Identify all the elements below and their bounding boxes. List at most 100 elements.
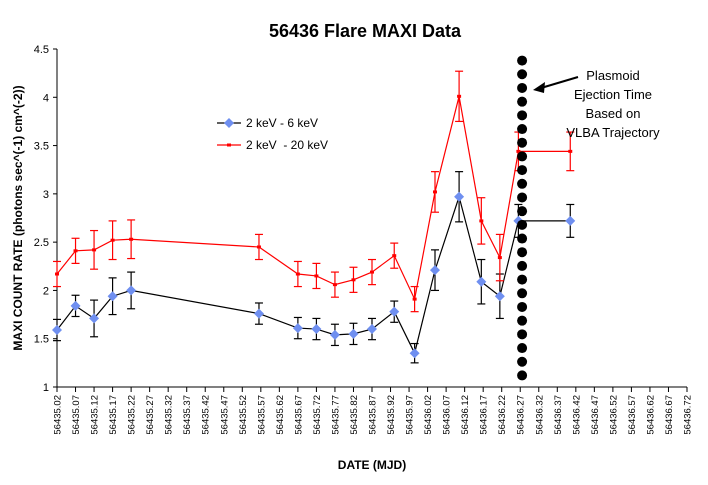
- x-tick-label: 56436.62: [645, 395, 656, 435]
- marker-dot: [517, 55, 528, 66]
- x-tick-label: 56436.22: [497, 395, 508, 435]
- data-point: [332, 283, 337, 287]
- marker-dot: [517, 165, 528, 176]
- data-point: [433, 190, 437, 194]
- marker-dot: [517, 329, 528, 340]
- marker-dot: [517, 178, 528, 189]
- series-1: [53, 70, 575, 313]
- x-tick-label: 56435.87: [368, 395, 379, 435]
- marker-dot: [517, 69, 528, 80]
- data-point: [351, 278, 356, 282]
- data-point: [516, 149, 521, 153]
- data-point: [409, 348, 420, 359]
- annotation-arrow: [540, 76, 579, 89]
- marker-dot: [517, 260, 528, 271]
- x-tick-label: 56436.72: [683, 395, 694, 435]
- x-tick-label: 56435.52: [238, 395, 249, 435]
- marker-dot: [517, 206, 528, 217]
- x-tick-label: 56435.72: [312, 395, 323, 435]
- data-point: [292, 323, 303, 334]
- data-point: [430, 265, 440, 276]
- marker-dot: [517, 343, 528, 354]
- data-point: [348, 328, 359, 339]
- marker-dot: [517, 219, 528, 230]
- data-point: [73, 249, 78, 253]
- marker-dot: [517, 315, 528, 326]
- x-tick-label: 56435.97: [405, 395, 416, 435]
- marker-dot: [517, 274, 528, 285]
- data-point: [92, 248, 97, 252]
- y-axis-title: MAXI COUNT RATE (photons sec^(-1) cm^(-2…: [11, 85, 25, 350]
- y-tick-label: 4.5: [34, 44, 49, 56]
- annotation-arrowhead: [533, 82, 545, 93]
- marker-dot: [517, 288, 528, 299]
- data-point: [110, 238, 115, 242]
- data-point: [126, 285, 137, 296]
- data-point: [367, 324, 377, 335]
- x-tick-label: 56436.67: [664, 395, 675, 435]
- data-point: [89, 313, 100, 324]
- data-point: [389, 306, 400, 317]
- data-point: [497, 256, 502, 260]
- data-point: [253, 308, 264, 319]
- x-tick-label: 56435.12: [90, 395, 101, 435]
- chart-title: 56436 Flare MAXI Data: [269, 21, 462, 41]
- x-tick-label: 56436.57: [627, 395, 638, 435]
- x-tick-label: 56435.42: [201, 395, 212, 435]
- y-tick-label: 3: [43, 189, 49, 201]
- y-ticks: 1 1.5 2 2.5 3 3.5 4 4.5: [34, 44, 57, 394]
- annotation-line-3: Based on: [586, 106, 641, 121]
- x-tick-label: 56435.77: [330, 395, 341, 435]
- ejection-time-marker: [517, 55, 528, 381]
- x-tick-label: 56436.02: [423, 395, 434, 435]
- data-point: [565, 215, 576, 226]
- x-tick-label: 56436.07: [442, 395, 453, 435]
- legend-label-2-6kev: 2 keV - 6 keV: [246, 116, 318, 130]
- marker-dot: [517, 356, 528, 367]
- data-point: [70, 300, 81, 311]
- data-point: [129, 237, 134, 241]
- marker-dot: [517, 110, 528, 121]
- marker-dot: [517, 301, 528, 312]
- data-point: [457, 94, 462, 98]
- x-tick-label: 56436.17: [479, 395, 490, 435]
- x-tick-label: 56435.62: [275, 395, 286, 435]
- y-tick-label: 2.5: [34, 237, 49, 249]
- x-tick-label: 56435.92: [386, 395, 397, 435]
- x-tick-label: 56436.27: [516, 395, 527, 435]
- data-point: [329, 329, 340, 340]
- marker-dot: [517, 370, 528, 381]
- x-tick-label: 56436.32: [534, 395, 545, 435]
- y-tick-label: 1: [43, 382, 49, 394]
- annotation-line-1: Plasmoid: [586, 68, 639, 83]
- data-point: [476, 276, 487, 287]
- x-tick-label: 56436.52: [608, 395, 619, 435]
- annotation-line-4: VLBA Trajectory: [566, 125, 660, 140]
- x-tick-label: 56436.12: [460, 395, 471, 435]
- data-point: [52, 325, 62, 336]
- x-tick-label: 56435.82: [349, 395, 360, 435]
- x-tick-label: 56435.17: [108, 395, 119, 435]
- series-0: [52, 171, 576, 364]
- x-tick-label: 56435.57: [256, 395, 267, 435]
- data-point: [568, 149, 573, 153]
- x-tick-label: 56435.07: [71, 395, 82, 435]
- data-point: [494, 291, 505, 302]
- annotation-line-2: Ejection Time: [574, 87, 652, 102]
- series-layer: [52, 70, 576, 364]
- x-axis-title: DATE (MJD): [338, 458, 406, 472]
- x-tick-label: 56436.37: [553, 395, 564, 435]
- data-point: [311, 324, 322, 335]
- data-point: [256, 245, 261, 249]
- data-point: [107, 291, 118, 302]
- x-ticks: 56435.02 56435.07 56435.12 56435.17 56435.22…: [53, 387, 694, 435]
- data-point: [314, 274, 319, 278]
- x-tick-label: 56435.37: [182, 395, 193, 435]
- marker-dot: [517, 124, 528, 135]
- x-tick-label: 56435.47: [219, 395, 230, 435]
- x-tick-label: 56435.32: [164, 395, 175, 435]
- marker-dot: [517, 82, 528, 93]
- legend-marker-2-20kev: [227, 143, 231, 147]
- marker-dot: [517, 137, 528, 148]
